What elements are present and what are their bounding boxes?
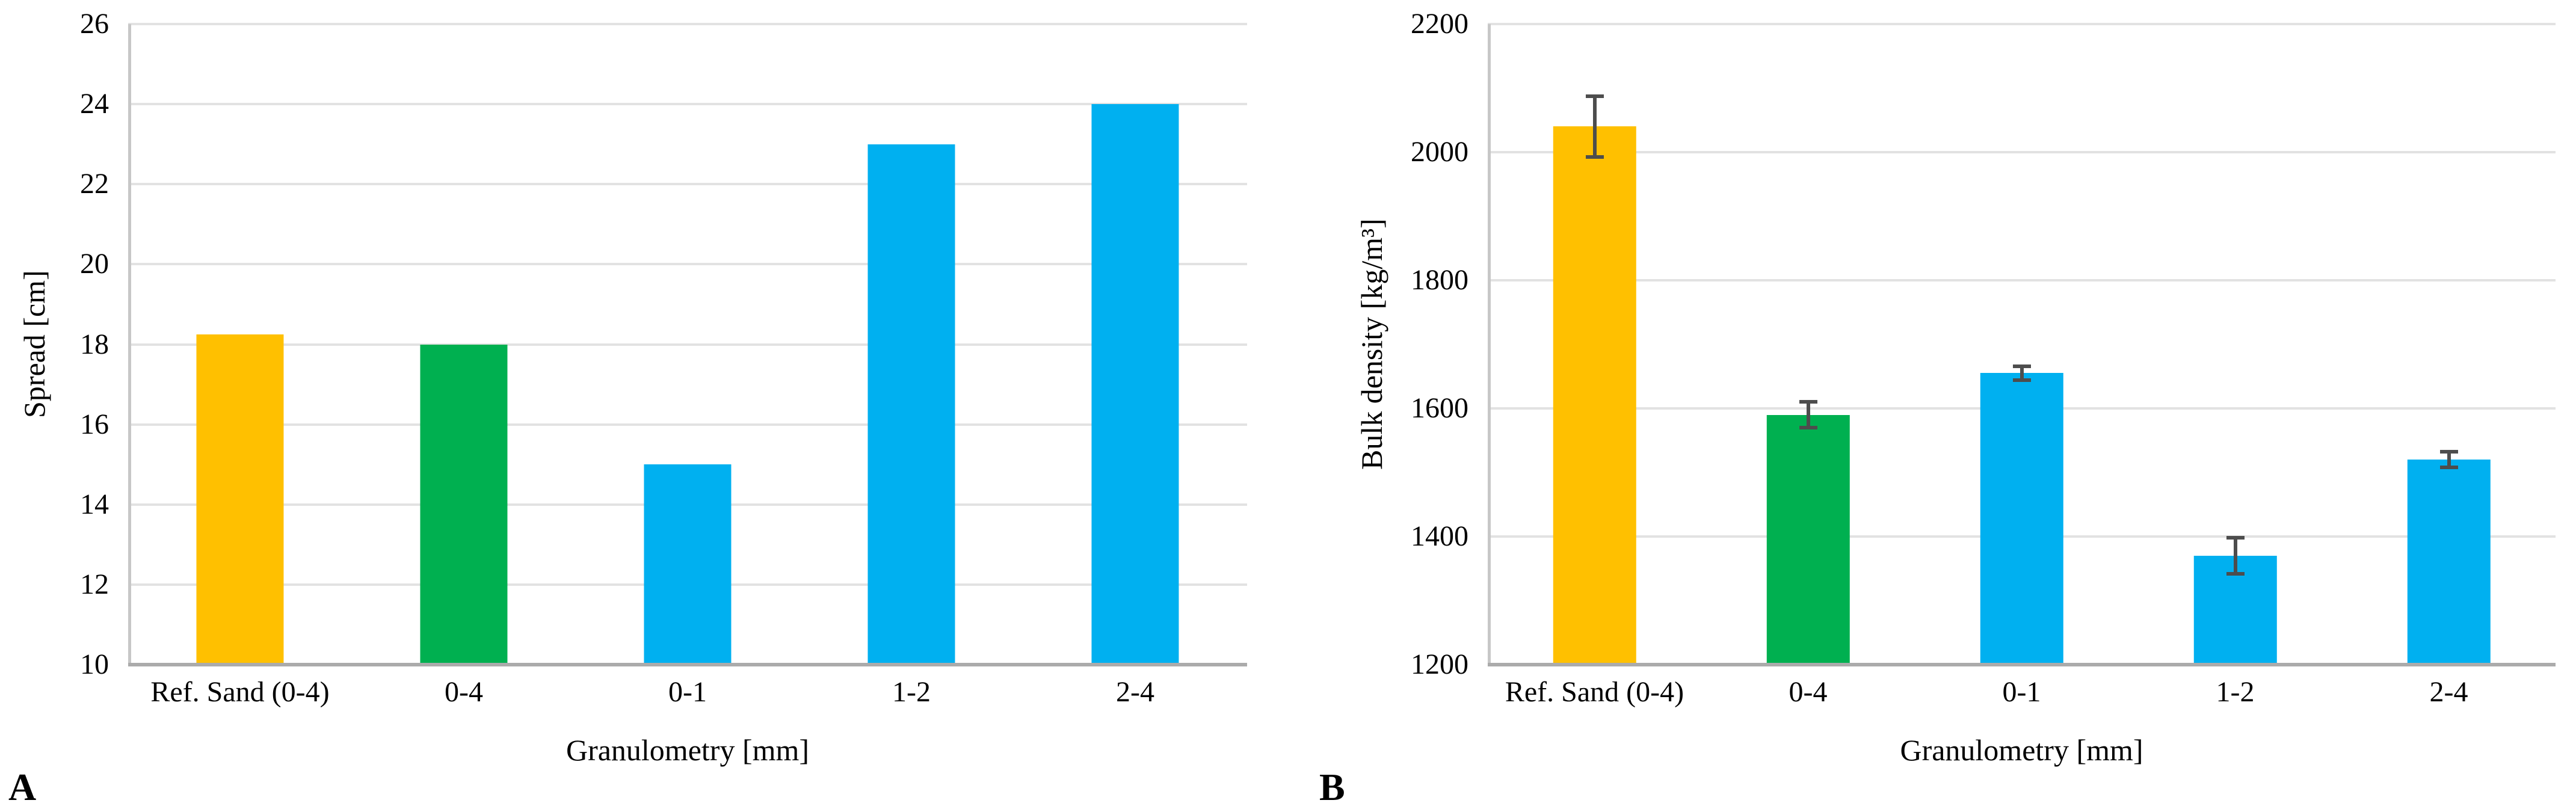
y-tick-label: 22 <box>80 168 109 200</box>
bar-2-4 <box>2407 460 2491 665</box>
error-cap-bottom <box>2012 378 2031 383</box>
error-whisker <box>1806 400 1810 430</box>
error-bar-0-4 <box>1799 400 1817 430</box>
x-tick-label-1-2: 1-2 <box>2216 676 2255 708</box>
error-cap-bottom <box>2226 571 2245 576</box>
x-tick-label-ref-sand-0-4: Ref. Sand (0-4) <box>1505 676 1684 708</box>
x-axis-ticks: Ref. Sand (0-4) 0-4 0-1 1-2 2-4 <box>1488 676 2556 709</box>
bar-2-4 <box>1091 104 1179 665</box>
x-axis-line <box>1488 663 2556 666</box>
y-tick-label: 1400 <box>1411 520 1468 552</box>
y-tick-label: 16 <box>80 408 109 440</box>
x-tick-label-0-4: 0-4 <box>1789 676 1828 708</box>
error-bar-1-2 <box>2226 535 2245 576</box>
gridline <box>1488 23 2556 25</box>
gridline <box>128 423 1247 426</box>
bar-0-1 <box>644 464 732 665</box>
y-tick-label: 12 <box>80 568 109 600</box>
error-cap-top <box>2226 535 2245 540</box>
error-cap-bottom <box>1585 155 1604 159</box>
y-tick-label: 18 <box>80 328 109 360</box>
error-whisker <box>2020 364 2024 383</box>
gridline <box>128 343 1247 346</box>
error-cap-bottom <box>2439 466 2458 470</box>
y-axis-line <box>1488 24 1491 665</box>
y-axis-ticks: 10 12 14 16 18 20 22 24 26 <box>0 10 119 679</box>
x-tick-label-0-4: 0-4 <box>445 676 483 708</box>
y-tick-label: 1800 <box>1411 264 1468 296</box>
error-cap-top <box>2012 364 2031 368</box>
gridline <box>128 263 1247 266</box>
y-axis-line <box>128 24 131 665</box>
x-tick-label-ref-sand-0-4: Ref. Sand (0-4) <box>150 676 330 708</box>
y-tick-label: 26 <box>80 8 109 40</box>
plot-area <box>128 23 1247 666</box>
error-bar-ref-sand-0-4 <box>1585 94 1604 159</box>
y-tick-label: 2000 <box>1411 136 1468 168</box>
error-bar-0-1 <box>2012 364 2031 383</box>
bar-ref-sand-0-4 <box>196 334 284 665</box>
x-axis-title: Granulometry [mm] <box>565 733 810 767</box>
panel-label-a: A <box>8 766 37 808</box>
gridline <box>128 23 1247 25</box>
error-bar-2-4 <box>2439 450 2458 470</box>
x-tick-label-0-1: 0-1 <box>2002 676 2041 708</box>
gridline <box>128 183 1247 186</box>
bar-0-1 <box>1980 373 2063 665</box>
x-tick-label-0-1: 0-1 <box>668 676 707 708</box>
x-axis-title: Granulometry [mm] <box>1900 733 2143 767</box>
y-tick-label: 20 <box>80 248 109 280</box>
y-tick-label: 1200 <box>1411 648 1468 680</box>
bar-0-4 <box>1766 414 1850 665</box>
y-tick-label: 1600 <box>1411 392 1468 424</box>
error-cap-top <box>2439 450 2458 454</box>
gridline <box>1488 279 2556 281</box>
error-whisker <box>2447 450 2451 470</box>
error-cap-bottom <box>1799 426 1817 430</box>
y-tick-label: 14 <box>80 488 109 520</box>
x-tick-label-2-4: 2-4 <box>1116 676 1154 708</box>
x-axis-ticks: Ref. Sand (0-4) 0-4 0-1 1-2 2-4 <box>128 676 1247 709</box>
panel-label-b: B <box>1319 766 1345 808</box>
x-axis-line <box>128 663 1247 666</box>
gridline <box>1488 151 2556 153</box>
bar-0-4 <box>420 344 508 665</box>
error-cap-top <box>1585 94 1604 99</box>
x-tick-label-1-2: 1-2 <box>892 676 931 708</box>
y-tick-label: 2200 <box>1411 8 1468 40</box>
y-tick-label: 10 <box>80 648 109 680</box>
bar-1-2 <box>867 144 955 665</box>
y-tick-label: 24 <box>80 88 109 120</box>
bar-ref-sand-0-4 <box>1553 126 1636 665</box>
error-whisker <box>1592 94 1597 159</box>
error-whisker <box>2233 535 2237 576</box>
plot-area <box>1488 23 2556 666</box>
x-tick-label-2-4: 2-4 <box>2429 676 2468 708</box>
y-axis-ticks: 1200 1400 1600 1800 2000 2200 <box>1288 10 1478 679</box>
panel-b: Bulk density [kg/m³] 1200 1400 1600 1800 200… <box>1288 0 2576 809</box>
gridline <box>128 103 1247 106</box>
panel-a: Spread [cm] 10 12 14 16 18 20 22 24 26 Ref. Sand… <box>0 10 1247 808</box>
error-cap-top <box>1799 400 1817 404</box>
